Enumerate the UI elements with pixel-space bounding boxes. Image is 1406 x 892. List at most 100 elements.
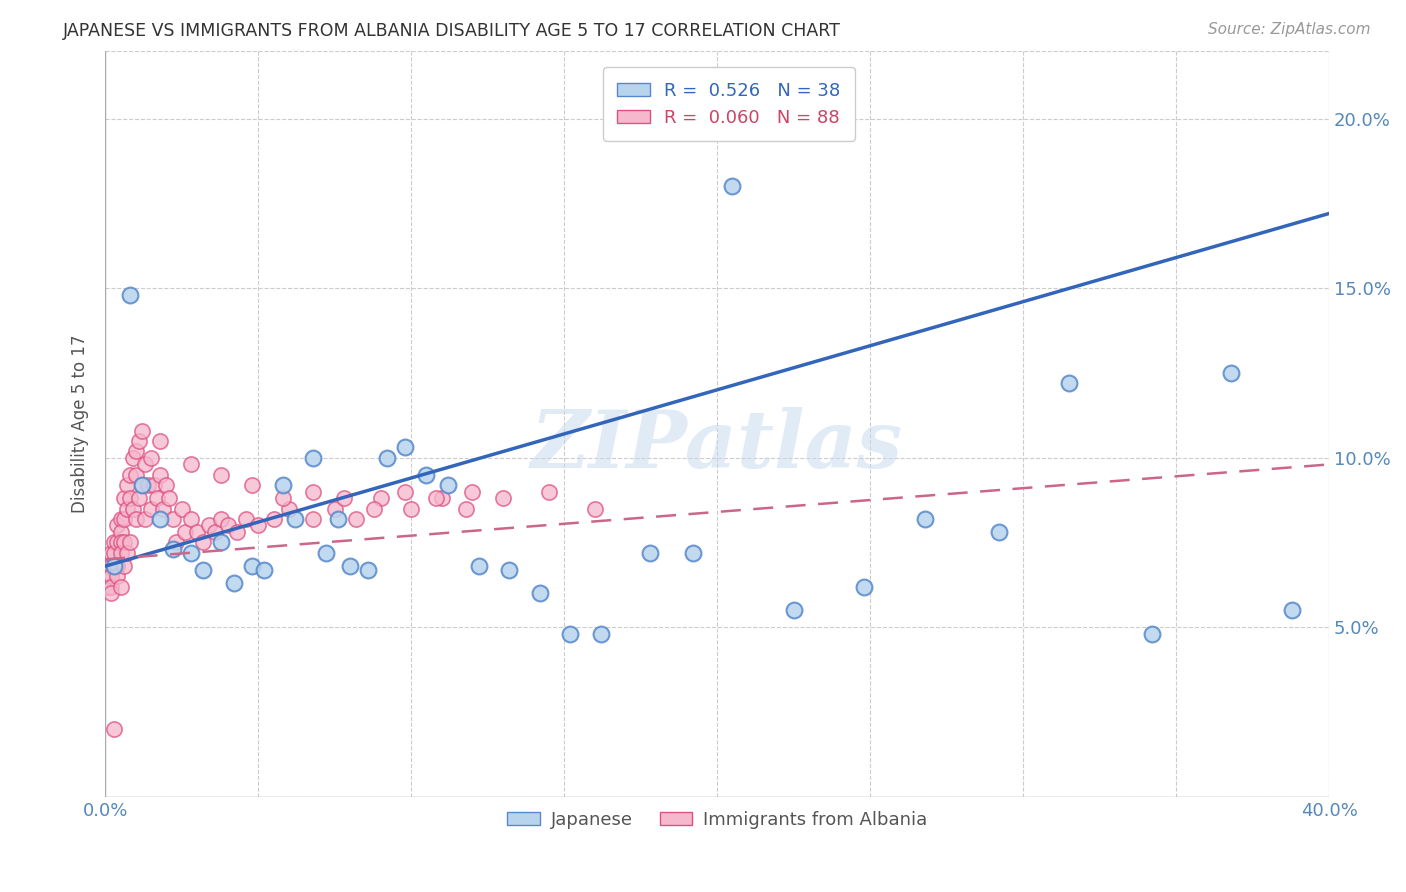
Point	[333, 491, 356, 506]
Point	[149, 511, 172, 525]
Point	[118, 288, 141, 302]
Point	[415, 467, 437, 482]
Point	[430, 491, 453, 506]
Point	[115, 477, 138, 491]
Point	[271, 491, 294, 506]
Point	[131, 424, 153, 438]
Point	[1220, 366, 1243, 380]
Text: JAPANESE VS IMMIGRANTS FROM ALBANIA DISABILITY AGE 5 TO 17 CORRELATION CHART: JAPANESE VS IMMIGRANTS FROM ALBANIA DISA…	[63, 22, 841, 40]
Point	[139, 450, 162, 465]
Point	[162, 511, 184, 525]
Point	[638, 546, 661, 560]
Point	[112, 511, 135, 525]
Point	[110, 525, 132, 540]
Point	[110, 511, 132, 525]
Point	[217, 518, 239, 533]
Point	[110, 546, 132, 560]
Point	[394, 484, 416, 499]
Point	[191, 535, 214, 549]
Point	[437, 477, 460, 491]
Point	[180, 511, 202, 525]
Point	[128, 491, 150, 506]
Point	[131, 477, 153, 491]
Point	[1140, 627, 1163, 641]
Point	[103, 546, 125, 560]
Point	[284, 511, 307, 525]
Point	[211, 535, 233, 549]
Point	[987, 525, 1010, 540]
Point	[222, 576, 245, 591]
Point	[357, 563, 380, 577]
Legend: Japanese, Immigrants from Albania: Japanese, Immigrants from Albania	[501, 804, 935, 837]
Point	[165, 535, 187, 549]
Point	[110, 535, 132, 549]
Point	[277, 501, 299, 516]
Point	[363, 501, 385, 516]
Point	[110, 580, 132, 594]
Point	[107, 535, 129, 549]
Point	[100, 580, 122, 594]
Point	[173, 525, 195, 540]
Point	[323, 501, 346, 516]
Point	[100, 586, 122, 600]
Point	[118, 467, 141, 482]
Y-axis label: Disability Age 5 to 17: Disability Age 5 to 17	[72, 334, 89, 513]
Point	[326, 511, 349, 525]
Point	[529, 586, 551, 600]
Point	[155, 477, 177, 491]
Point	[682, 546, 704, 560]
Point	[211, 467, 233, 482]
Point	[103, 535, 125, 549]
Point	[456, 501, 478, 516]
Point	[235, 511, 257, 525]
Point	[121, 450, 143, 465]
Point	[247, 518, 270, 533]
Point	[107, 569, 129, 583]
Point	[180, 546, 202, 560]
Point	[1057, 376, 1080, 390]
Point	[134, 458, 156, 472]
Point	[370, 491, 392, 506]
Point	[302, 511, 325, 525]
Point	[583, 501, 606, 516]
Point	[211, 511, 233, 525]
Point	[191, 563, 214, 577]
Point	[461, 484, 484, 499]
Point	[198, 518, 221, 533]
Point	[180, 458, 202, 472]
Point	[394, 441, 416, 455]
Point	[100, 559, 122, 574]
Point	[170, 501, 193, 516]
Point	[589, 627, 612, 641]
Point	[537, 484, 560, 499]
Point	[97, 559, 120, 574]
Point	[112, 559, 135, 574]
Point	[125, 443, 148, 458]
Point	[103, 722, 125, 736]
Text: Source: ZipAtlas.com: Source: ZipAtlas.com	[1208, 22, 1371, 37]
Point	[399, 501, 422, 516]
Point	[914, 511, 936, 525]
Point	[302, 450, 325, 465]
Point	[782, 603, 804, 617]
Point	[131, 477, 153, 491]
Point	[375, 450, 398, 465]
Point	[344, 511, 367, 525]
Text: ZIPatlas: ZIPatlas	[531, 408, 903, 485]
Point	[149, 434, 172, 448]
Point	[134, 511, 156, 525]
Point	[315, 546, 337, 560]
Point	[100, 546, 122, 560]
Point	[103, 559, 125, 574]
Point	[560, 627, 582, 641]
Point	[97, 569, 120, 583]
Point	[107, 559, 129, 574]
Point	[118, 535, 141, 549]
Point	[425, 491, 447, 506]
Point	[162, 542, 184, 557]
Point	[240, 477, 263, 491]
Point	[139, 501, 162, 516]
Point	[128, 434, 150, 448]
Point	[149, 467, 172, 482]
Point	[115, 546, 138, 560]
